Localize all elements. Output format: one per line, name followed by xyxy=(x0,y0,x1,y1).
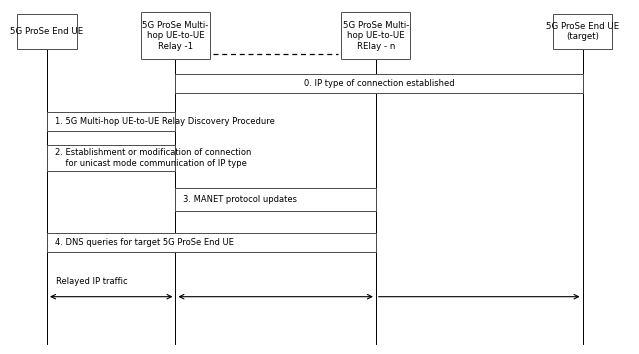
Text: 2. Establishment or modification of connection
    for unicast mode communicatio: 2. Establishment or modification of conn… xyxy=(54,148,251,168)
Bar xyxy=(17,14,77,48)
Text: 3. MANET protocol updates: 3. MANET protocol updates xyxy=(183,195,297,204)
Bar xyxy=(47,145,176,171)
Text: 0. IP type of connection established: 0. IP type of connection established xyxy=(304,79,454,88)
Text: 5G ProSe End UE
(target): 5G ProSe End UE (target) xyxy=(546,22,619,41)
Bar xyxy=(176,188,376,211)
Bar xyxy=(141,12,210,59)
Text: 5G ProSe Multi-
hop UE-to-UE
Relay -1: 5G ProSe Multi- hop UE-to-UE Relay -1 xyxy=(142,21,209,51)
Text: 5G ProSe Multi-
hop UE-to-UE
RElay - n: 5G ProSe Multi- hop UE-to-UE RElay - n xyxy=(343,21,409,51)
Bar xyxy=(553,14,612,48)
Text: 5G ProSe End UE: 5G ProSe End UE xyxy=(10,27,84,36)
Bar xyxy=(47,113,176,131)
Bar xyxy=(176,74,583,93)
Text: Relayed IP traffic: Relayed IP traffic xyxy=(56,277,128,286)
Text: 4. DNS queries for target 5G ProSe End UE: 4. DNS queries for target 5G ProSe End U… xyxy=(54,238,233,247)
Text: 1. 5G Multi-hop UE-to-UE Relay Discovery Procedure: 1. 5G Multi-hop UE-to-UE Relay Discovery… xyxy=(54,117,275,126)
Bar xyxy=(47,233,376,252)
Bar xyxy=(341,12,410,59)
